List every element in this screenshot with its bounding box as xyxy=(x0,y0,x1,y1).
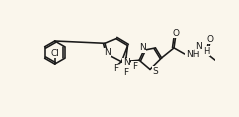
Text: NH: NH xyxy=(186,50,199,59)
Text: F: F xyxy=(123,68,128,77)
Text: O: O xyxy=(172,29,179,38)
Text: N: N xyxy=(123,58,130,67)
Text: N: N xyxy=(139,43,146,52)
Text: H: H xyxy=(203,46,210,55)
Text: Cl: Cl xyxy=(50,49,59,58)
Text: S: S xyxy=(152,67,158,75)
Text: F: F xyxy=(113,64,119,73)
Text: F: F xyxy=(132,62,137,71)
Text: O: O xyxy=(207,35,214,44)
Text: N: N xyxy=(196,42,202,51)
Text: N: N xyxy=(104,48,111,57)
